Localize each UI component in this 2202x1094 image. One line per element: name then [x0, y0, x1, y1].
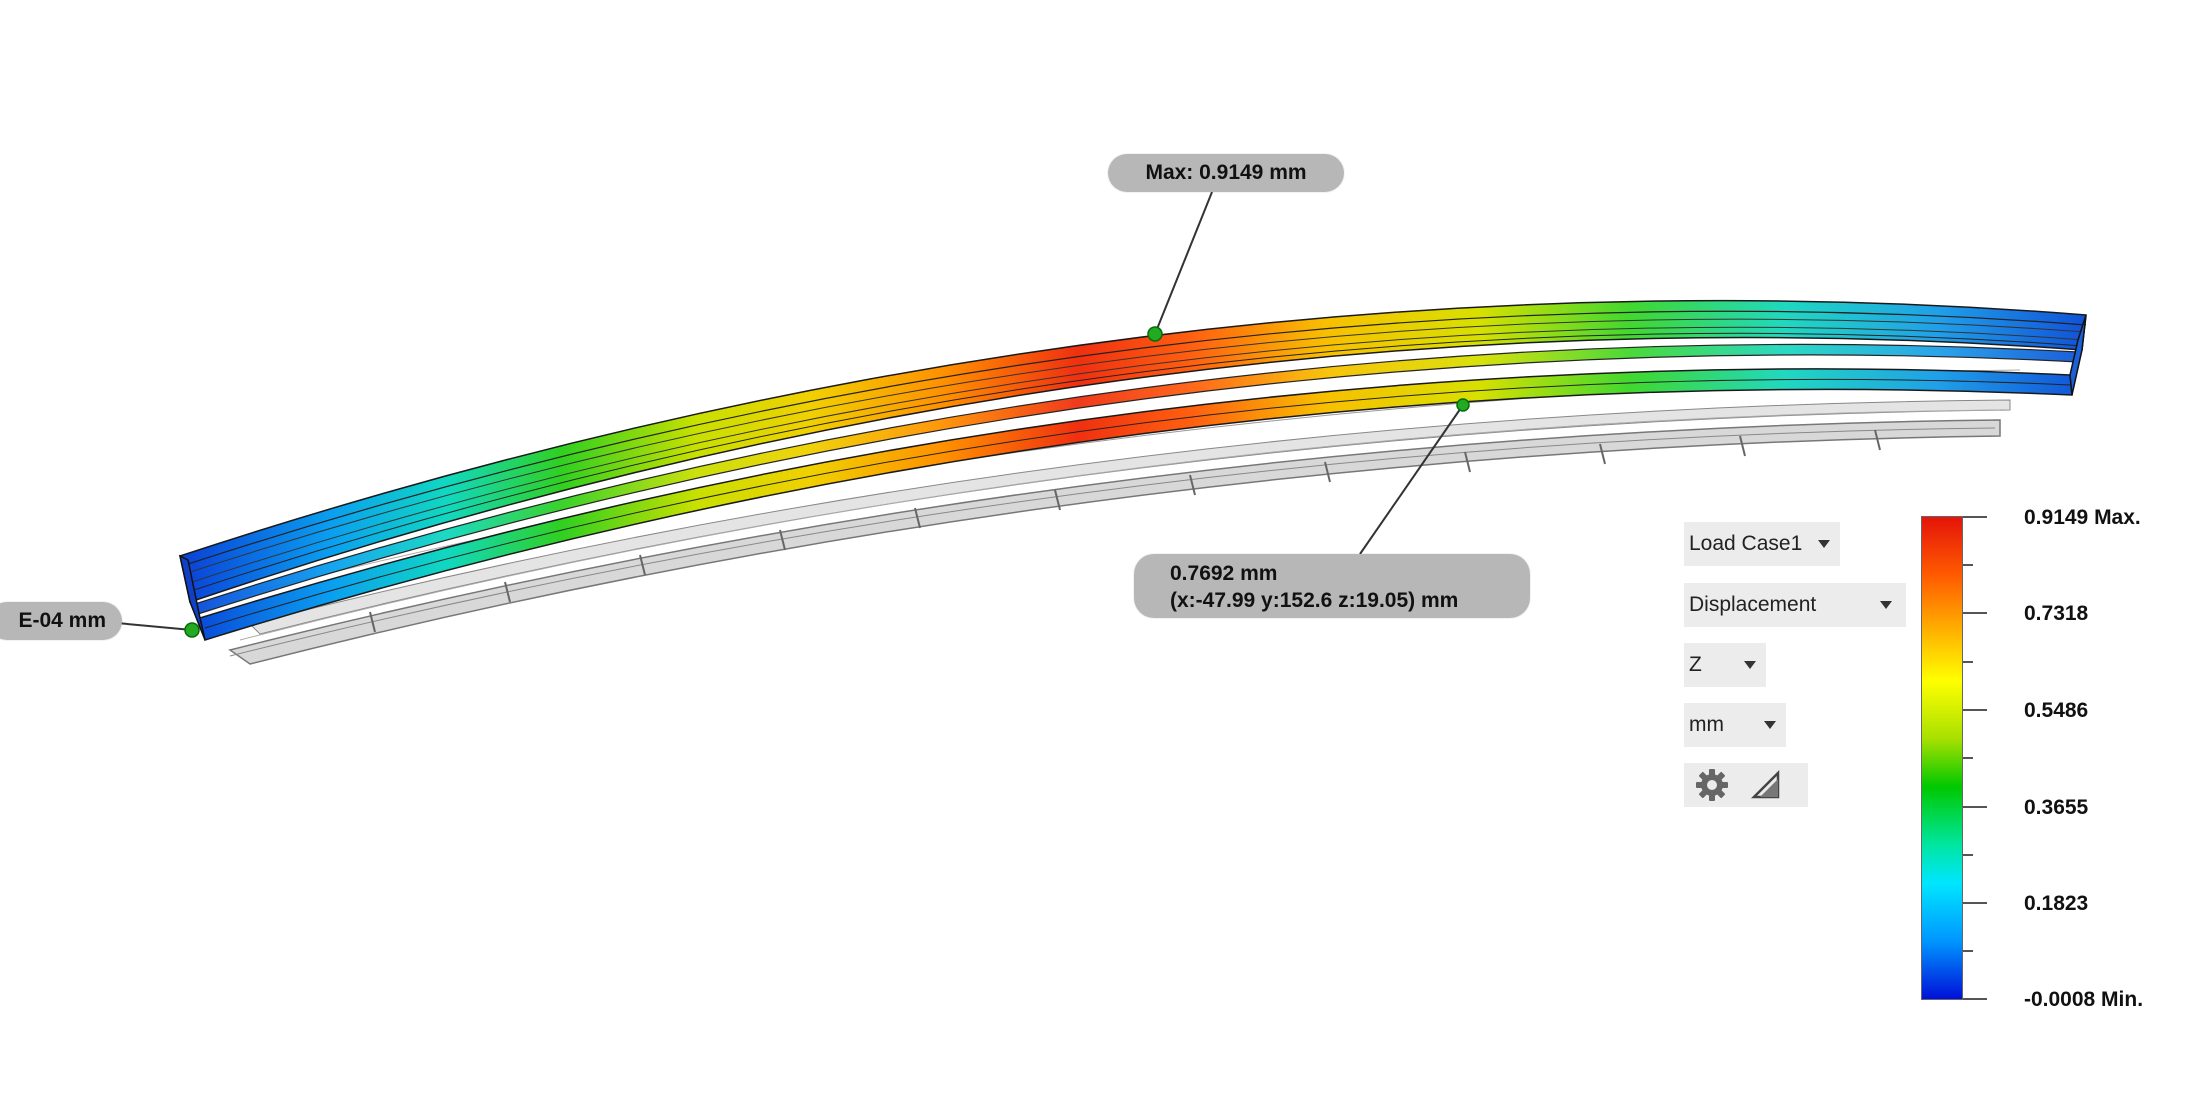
chevron-down-icon — [1764, 721, 1776, 729]
legend-settings-button[interactable] — [1692, 767, 1732, 803]
legend-ticks — [1963, 516, 1987, 1000]
chevron-down-icon — [1880, 601, 1892, 609]
legend-label: 0.1823 — [2024, 892, 2089, 915]
load-case-dropdown[interactable]: Load Case1 — [1684, 522, 1840, 566]
unit-dropdown[interactable]: mm — [1684, 703, 1786, 747]
legend-label: 0.3655 — [2024, 796, 2089, 819]
probe-tool-button[interactable] — [1748, 767, 1788, 803]
legend-label-min: -0.0008 Min. — [2024, 988, 2144, 1011]
component-value: Z — [1689, 653, 1702, 676]
legend-label: 0.5486 — [2024, 699, 2089, 722]
point-probe-coords: (x:-47.99 y:152.6 z:19.05) mm — [1170, 589, 1459, 612]
probe-point-min[interactable] — [184, 622, 200, 638]
point-probe-value: 0.7692 mm — [1170, 562, 1278, 585]
chevron-down-icon — [1818, 540, 1830, 548]
probe-point-max[interactable] — [1147, 326, 1163, 342]
result-type-dropdown[interactable]: Displacement — [1684, 583, 1906, 627]
load-case-value: Load Case1 — [1689, 532, 1803, 555]
gear-icon — [1696, 769, 1728, 801]
component-dropdown[interactable]: Z — [1684, 643, 1766, 687]
result-type-value: Displacement — [1689, 593, 1817, 616]
min-probe-label[interactable]: E-04 mm — [0, 602, 122, 640]
deformed-beams — [178, 299, 2087, 641]
probe-point-custom[interactable] — [1456, 398, 1470, 412]
triangle-probe-icon — [1750, 769, 1780, 799]
max-probe-label[interactable]: Max: 0.9149 mm — [1108, 154, 1344, 192]
legend-label: 0.7318 — [2024, 602, 2089, 625]
chevron-down-icon — [1744, 661, 1756, 669]
displacement-color-legend — [1921, 516, 1963, 1000]
legend-label-max: 0.9149 Max. — [2024, 506, 2141, 529]
legend-tools — [1684, 763, 1808, 807]
unit-value: mm — [1689, 713, 1724, 736]
point-probe-label[interactable]: 0.7692 mm (x:-47.99 y:152.6 z:19.05) mm — [1134, 554, 1530, 618]
